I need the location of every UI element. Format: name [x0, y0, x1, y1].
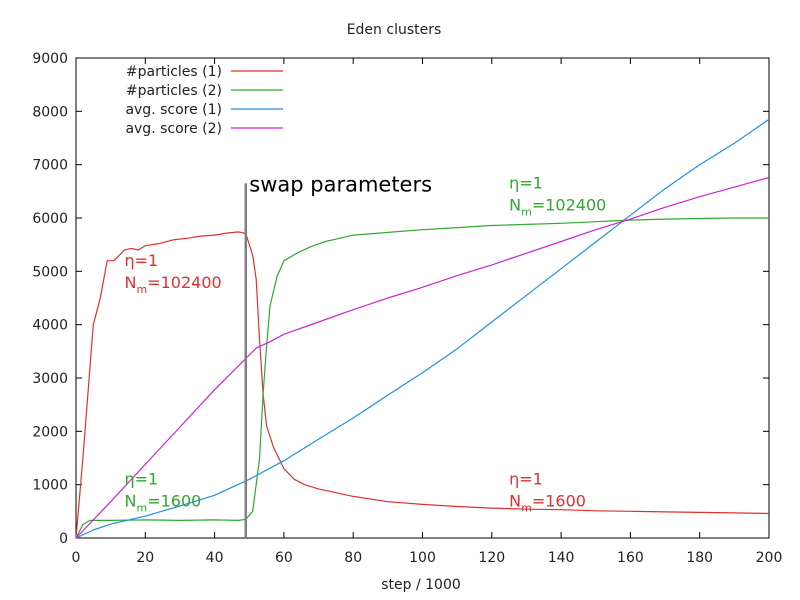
legend-label: avg. score (2)	[125, 121, 222, 137]
series-line-3	[75, 118, 770, 539]
x-tick-label: 80	[344, 550, 362, 566]
annotations: swap parametersη=1Nm=102400η=1Nm=1600η=1…	[125, 172, 607, 514]
y-tick-label: 1000	[32, 478, 68, 494]
y-tick-label: 7000	[32, 158, 68, 174]
y-tick-label: 9000	[32, 51, 68, 67]
x-axis: 0 20 40 60 80 100 120 140 160 180 200	[72, 58, 783, 566]
annotation-nm: Nm=1600	[509, 492, 586, 515]
y-tick-label: 5000	[32, 264, 68, 280]
y-tick-label: 6000	[32, 211, 68, 227]
y-tick-label: 0	[59, 531, 68, 547]
annotation-nm-value: =1600	[532, 492, 586, 511]
annotation-nm-symbol: N	[125, 492, 137, 511]
annotation-eta: η=1	[509, 174, 543, 193]
annotation-nm: Nm=1600	[125, 492, 202, 515]
y-tick-label: 3000	[32, 371, 68, 387]
legend-label: avg. score (1)	[125, 102, 222, 118]
annotation-nm-value: =102400	[532, 196, 606, 215]
y-axis: 0 1000 2000 3000 4000 5000 6000 7000 8000 9000	[32, 51, 769, 547]
series-layer	[75, 118, 770, 539]
legend: #particles (1) #particles (2) avg. score (…	[125, 64, 283, 137]
x-tick-label: 160	[617, 550, 644, 566]
chart-title: Eden clusters	[347, 22, 442, 38]
annotation-nm-subscript: m	[521, 206, 532, 219]
annotation-nm-symbol: N	[509, 196, 521, 215]
annotation-nm: Nm=102400	[125, 273, 222, 296]
y-tick-label: 8000	[32, 104, 68, 120]
series-line-2	[75, 217, 769, 539]
legend-label: #particles (1)	[126, 64, 222, 80]
x-tick-label: 120	[478, 550, 505, 566]
series-line-4	[75, 176, 770, 539]
x-tick-label: 180	[686, 550, 713, 566]
series-line-1	[75, 231, 770, 539]
annotation-nm-value: =1600	[147, 492, 201, 511]
x-tick-label: 20	[136, 550, 154, 566]
annotation-nm: Nm=102400	[509, 196, 606, 219]
annotation-nm-subscript: m	[136, 283, 147, 296]
y-tick-label: 4000	[32, 318, 68, 334]
swap-parameters-label: swap parameters	[249, 172, 432, 196]
annotation-nm-value: =102400	[147, 273, 221, 292]
x-tick-label: 60	[275, 550, 293, 566]
annotation-nm-subscript: m	[521, 502, 532, 515]
annotation-nm-symbol: N	[509, 492, 521, 511]
annotation-eta: η=1	[125, 251, 159, 270]
annotation-eta: η=1	[509, 470, 543, 489]
legend-label: #particles (2)	[126, 83, 222, 99]
y-tick-label: 2000	[32, 424, 68, 440]
annotation-eta: η=1	[125, 470, 159, 489]
x-tick-label: 140	[548, 550, 575, 566]
x-tick-label: 40	[206, 550, 224, 566]
x-tick-label: 200	[756, 550, 783, 566]
annotation-nm-symbol: N	[125, 273, 137, 292]
annotation-nm-subscript: m	[136, 502, 147, 515]
x-tick-label: 0	[72, 550, 81, 566]
x-axis-label: step / 1000	[381, 577, 461, 593]
x-tick-label: 100	[409, 550, 436, 566]
